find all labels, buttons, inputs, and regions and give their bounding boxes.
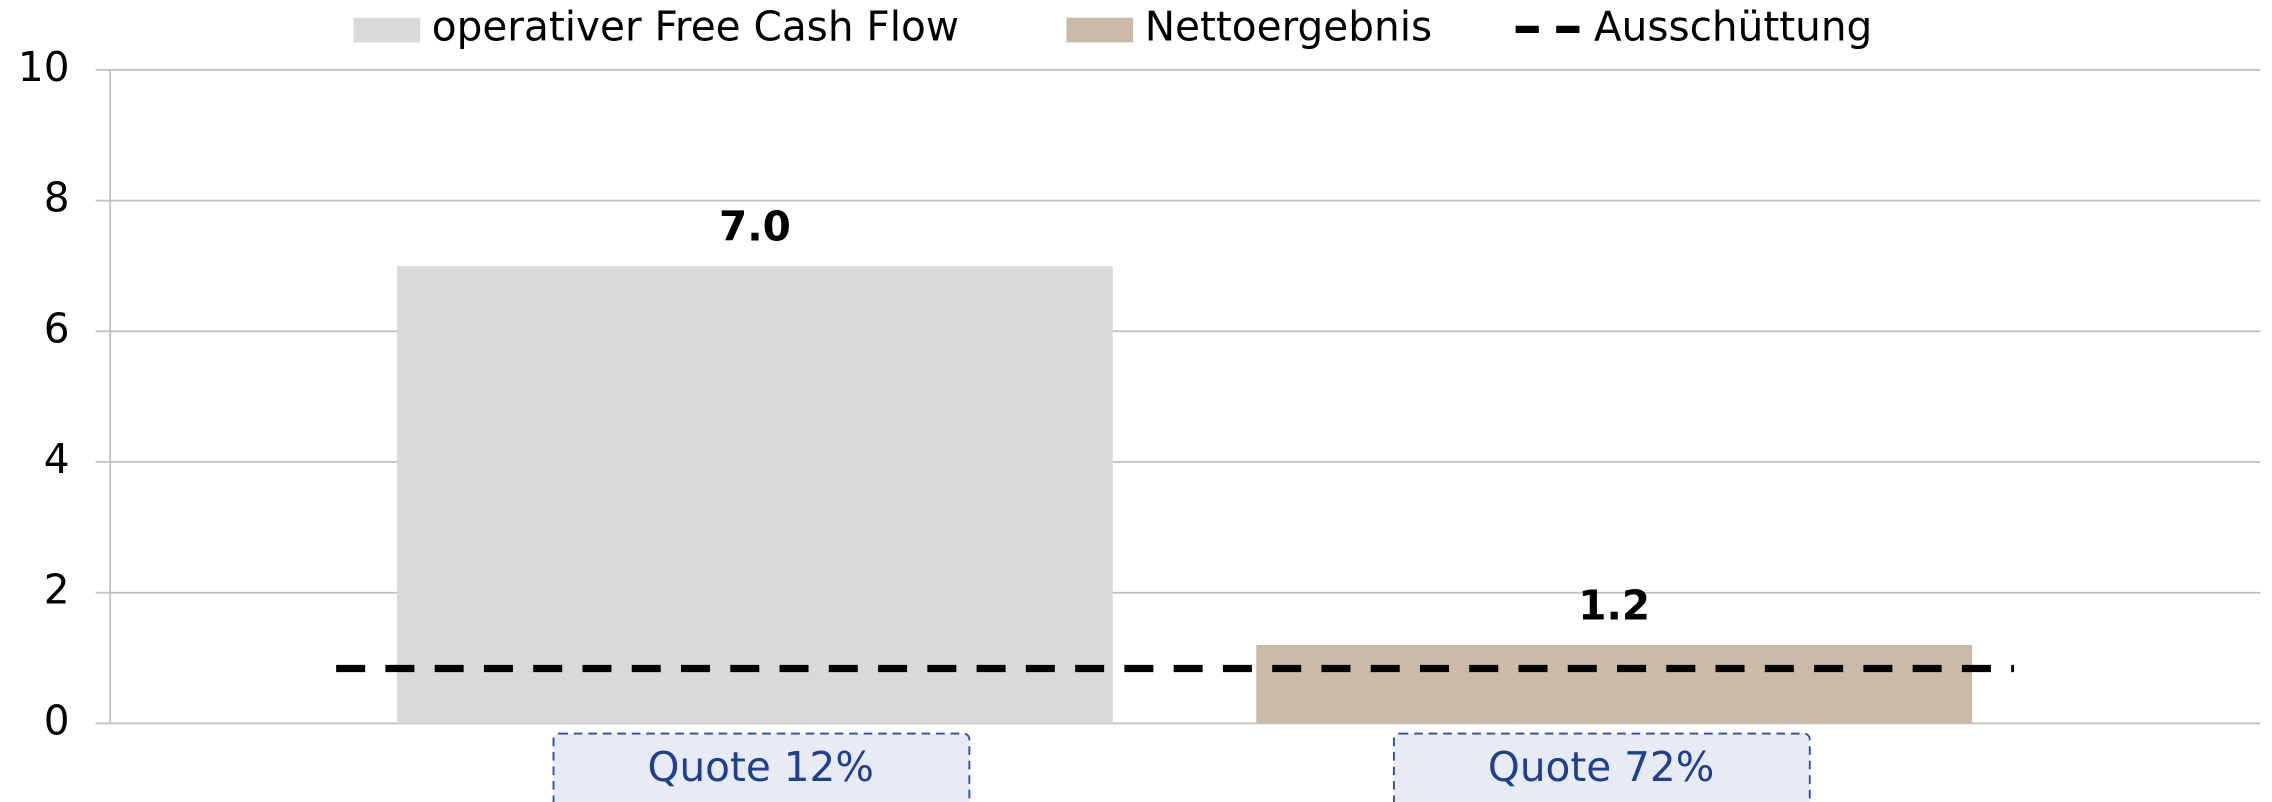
quote-box (552, 732, 971, 802)
data-label: 7.0 (719, 203, 791, 251)
quote-label: Quote 72% (1488, 743, 1714, 791)
data-label: 1.2 (1578, 582, 1650, 630)
y-tick-label: 8 (44, 174, 70, 222)
y-tick-label: 6 (44, 304, 70, 352)
legend-label: Nettoergebnis (1145, 2, 1432, 50)
bar (1256, 644, 1973, 724)
legend-swatch (1066, 17, 1134, 43)
legend-label: Ausschüttung (1594, 2, 1872, 50)
bar (397, 265, 1113, 724)
y-tick-label: 4 (44, 435, 70, 483)
quote-box (1392, 732, 1811, 802)
y-tick-label: 10 (18, 43, 70, 91)
y-tick-label: 2 (44, 566, 70, 614)
quote-label: Quote 12% (648, 743, 874, 791)
y-tick-label: 0 (44, 696, 70, 744)
legend-swatch (353, 17, 421, 43)
legend-label: operativer Free Cash Flow (432, 2, 959, 50)
